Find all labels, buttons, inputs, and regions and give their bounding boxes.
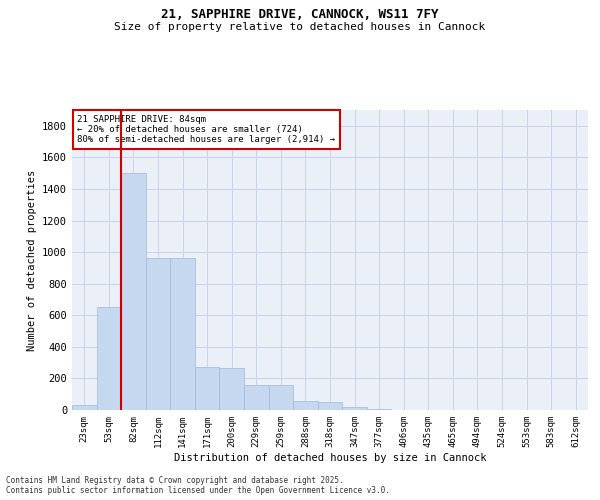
Bar — [146, 258, 170, 410]
Bar — [195, 368, 220, 410]
Bar — [293, 402, 318, 410]
Bar — [72, 406, 97, 410]
Bar — [121, 173, 146, 410]
Bar — [318, 402, 342, 410]
Text: 21 SAPPHIRE DRIVE: 84sqm
← 20% of detached houses are smaller (724)
80% of semi-: 21 SAPPHIRE DRIVE: 84sqm ← 20% of detach… — [77, 114, 335, 144]
X-axis label: Distribution of detached houses by size in Cannock: Distribution of detached houses by size … — [174, 452, 486, 462]
Bar — [342, 407, 367, 410]
Text: 21, SAPPHIRE DRIVE, CANNOCK, WS11 7FY: 21, SAPPHIRE DRIVE, CANNOCK, WS11 7FY — [161, 8, 439, 20]
Bar — [367, 409, 391, 410]
Bar — [220, 368, 244, 410]
Text: Size of property relative to detached houses in Cannock: Size of property relative to detached ho… — [115, 22, 485, 32]
Text: Contains HM Land Registry data © Crown copyright and database right 2025.
Contai: Contains HM Land Registry data © Crown c… — [6, 476, 390, 495]
Bar — [244, 384, 269, 410]
Y-axis label: Number of detached properties: Number of detached properties — [26, 170, 37, 350]
Bar — [97, 308, 121, 410]
Bar — [170, 258, 195, 410]
Bar — [269, 384, 293, 410]
